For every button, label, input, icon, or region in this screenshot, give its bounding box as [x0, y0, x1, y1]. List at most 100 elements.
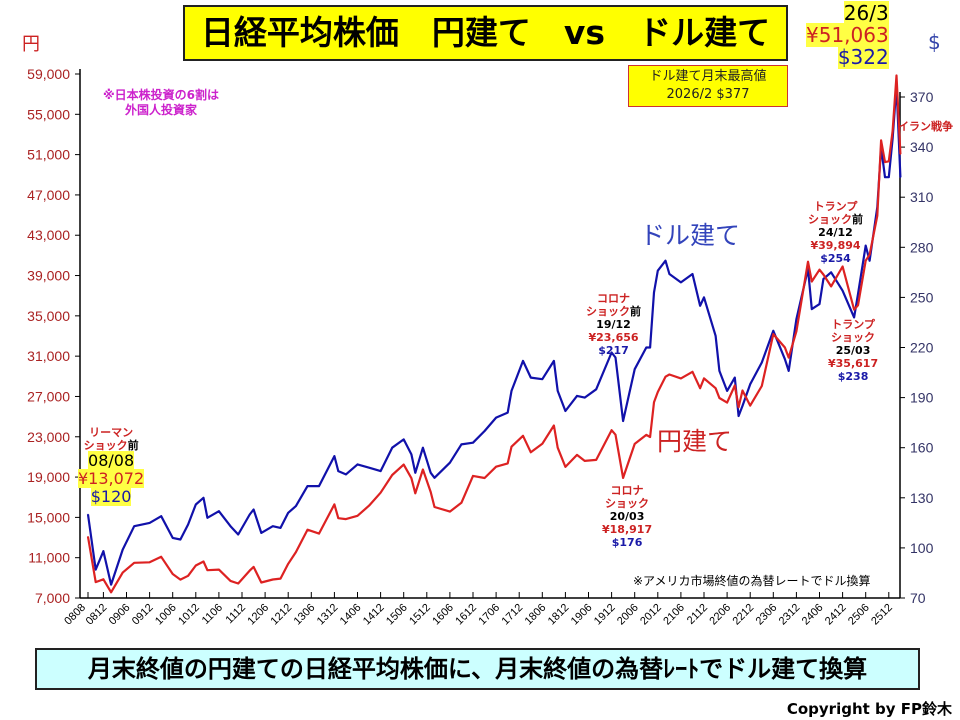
series-line-usd: [86, 84, 902, 586]
data-point-yen: [664, 375, 667, 378]
data-point-yen: [868, 253, 871, 256]
ann-text: ショック: [586, 305, 630, 318]
data-point-usd: [318, 485, 320, 487]
data-point-usd: [202, 497, 205, 499]
data-point-yen: [645, 434, 648, 436]
data-point-usd: [252, 508, 255, 511]
x-tick-label: 1206: [245, 602, 271, 628]
data-point-yen: [102, 578, 105, 581]
data-point-usd: [248, 513, 251, 516]
data-point-usd: [595, 388, 597, 391]
data-point-yen: [807, 260, 809, 263]
series-label-yen: 円建て: [657, 427, 733, 456]
data-point-usd: [529, 376, 532, 379]
data-point-usd: [583, 396, 586, 399]
data-point-yen: [633, 443, 636, 445]
data-point-usd: [391, 446, 393, 449]
y-left-tick-label: 35,000: [27, 308, 70, 324]
annotation-iran-war: イラン戦争: [898, 120, 953, 133]
annotation-latest: 26/3 ¥51,063 $322: [806, 1, 889, 69]
data-point-yen: [668, 373, 671, 376]
data-point-yen: [94, 581, 97, 583]
data-point-usd: [737, 415, 740, 417]
data-point-yen: [888, 160, 890, 163]
ann-text: ショック: [831, 331, 876, 344]
data-point-usd: [272, 525, 274, 527]
data-point-usd: [633, 368, 636, 371]
data-point-usd: [795, 318, 798, 320]
data-point-usd: [772, 330, 775, 332]
data-point-usd: [822, 278, 825, 280]
x-tick-label: 1812: [546, 602, 572, 628]
data-point-yen: [529, 451, 532, 454]
record-label: ドル建て月末最高値: [649, 69, 767, 84]
data-point-usd: [853, 316, 855, 319]
x-tick-label: 1706: [476, 602, 502, 628]
data-point-yen: [229, 580, 232, 582]
x-tick-label: 2306: [754, 602, 780, 628]
data-point-usd: [402, 438, 405, 441]
x-tick-label: 0906: [107, 602, 133, 628]
data-point-yen: [880, 139, 882, 142]
data-point-yen: [841, 265, 844, 268]
series-label-usd: ドル建て: [640, 221, 741, 250]
data-point-usd: [449, 461, 451, 464]
ann-yen: ¥23,656: [588, 331, 639, 344]
y-right-tick-label: 220: [910, 340, 934, 356]
data-point-yen: [433, 506, 436, 508]
y-right-tick-label: 70: [910, 590, 926, 606]
foreign-investor-note: ※日本株投資の6割は 外国人投資家: [103, 88, 219, 118]
data-point-yen: [483, 477, 486, 479]
data-point-yen: [237, 582, 239, 585]
data-point-yen: [422, 468, 424, 471]
annotation-corona: コロナ ショック 20/03 ¥18,917 $176: [602, 484, 652, 549]
x-tick-label: 1306: [292, 602, 318, 628]
data-point-yen: [784, 346, 786, 349]
data-point-usd: [649, 346, 651, 349]
data-point-yen: [260, 581, 263, 584]
y-left-tick-label: 7,000: [35, 590, 70, 606]
ann-usd: $176: [611, 536, 643, 549]
data-point-usd: [841, 289, 844, 292]
data-point-yen: [410, 477, 413, 479]
data-point-yen: [857, 304, 859, 307]
chart-subtitle: 月末終値の円建ての日経平均株価に、月末終値の為替ﾚｰﾄでドル建て換算: [35, 648, 920, 690]
data-point-yen: [179, 578, 182, 581]
data-point-yen: [345, 518, 347, 520]
data-point-usd: [564, 410, 567, 412]
x-tick-label: 2212: [731, 602, 757, 628]
data-point-usd: [680, 281, 682, 284]
y-left-tick-label: 51,000: [27, 147, 70, 163]
data-point-usd: [699, 304, 701, 307]
data-point-usd: [614, 356, 617, 359]
data-point-yen: [772, 333, 775, 335]
data-point-usd: [495, 416, 497, 419]
x-tick-label: 2012: [638, 602, 664, 628]
x-tick-label: 1406: [338, 602, 364, 628]
y-left-tick-label: 59,000: [27, 66, 70, 82]
y-left-tick-label: 47,000: [27, 187, 70, 203]
y-right-tick-label: 310: [910, 189, 934, 205]
data-point-usd: [610, 351, 613, 354]
data-point-yen: [741, 389, 744, 392]
data-point-usd: [333, 455, 336, 457]
ann-text: ショック: [83, 439, 128, 452]
data-point-usd: [472, 441, 474, 444]
data-point-yen: [649, 436, 651, 438]
data-point-yen: [737, 406, 740, 408]
x-tick-label: 1412: [361, 602, 387, 628]
data-point-yen: [87, 536, 89, 538]
data-point-usd: [206, 517, 209, 519]
data-point-usd: [506, 411, 509, 414]
data-point-yen: [206, 569, 209, 572]
data-point-usd: [864, 244, 867, 247]
x-tick-label: 1106: [200, 602, 225, 627]
data-point-yen: [876, 214, 879, 217]
x-tick-label: 2112: [685, 602, 710, 627]
note-line: ※日本株投資の6割は: [103, 88, 220, 102]
ann-text: ショック: [808, 213, 852, 226]
data-point-usd: [356, 463, 359, 466]
data-point-usd: [787, 370, 790, 372]
data-point-usd: [576, 395, 578, 397]
x-tick-label: 1012: [176, 602, 202, 628]
